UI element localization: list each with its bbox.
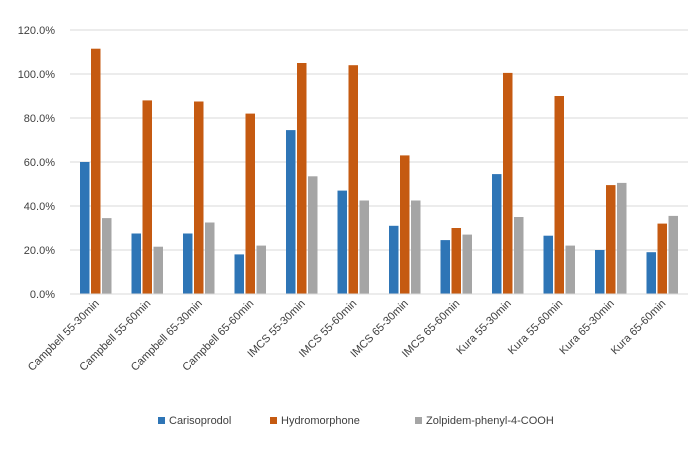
bar-carisoprodol bbox=[337, 190, 347, 294]
bar-zolpidem-phenyl-4-cooh bbox=[256, 245, 266, 294]
bar-hydromorphone bbox=[657, 223, 667, 294]
bar-zolpidem-phenyl-4-cooh bbox=[514, 217, 524, 294]
legend-swatch bbox=[158, 417, 165, 424]
x-tick-label: Kura 65-60min bbox=[609, 298, 669, 358]
y-tick-label: 120.0% bbox=[18, 25, 56, 37]
bar-hydromorphone bbox=[554, 96, 564, 294]
bar-zolpidem-phenyl-4-cooh bbox=[565, 245, 575, 294]
legend-label: Carisoprodol bbox=[169, 415, 231, 427]
legend-label: Zolpidem-phenyl-4-COOH bbox=[426, 415, 554, 427]
legend-label: Hydromorphone bbox=[281, 415, 360, 427]
bar-hydromorphone bbox=[348, 65, 358, 294]
bar-carisoprodol bbox=[646, 252, 656, 294]
bar-hydromorphone bbox=[245, 113, 255, 294]
bar-carisoprodol bbox=[543, 235, 553, 294]
bar-carisoprodol bbox=[183, 233, 193, 294]
bar-hydromorphone bbox=[91, 48, 101, 295]
y-tick-label: 60.0% bbox=[24, 157, 55, 169]
bar-zolpidem-phenyl-4-cooh bbox=[359, 200, 369, 294]
y-tick-label: 40.0% bbox=[24, 201, 55, 213]
bars bbox=[80, 48, 678, 295]
bar-zolpidem-phenyl-4-cooh bbox=[617, 182, 627, 294]
bar-zolpidem-phenyl-4-cooh bbox=[205, 222, 215, 294]
bar-carisoprodol bbox=[389, 225, 399, 294]
bar-carisoprodol bbox=[440, 240, 450, 294]
bar-carisoprodol bbox=[234, 254, 244, 294]
bar-hydromorphone bbox=[451, 228, 461, 294]
bar-zolpidem-phenyl-4-cooh bbox=[411, 200, 421, 294]
bar-hydromorphone bbox=[142, 100, 152, 295]
gridlines bbox=[70, 29, 688, 251]
y-axis-ticks: 0.0% 20.0% 40.0% 60.0% 80.0% 100.0% 120.0% bbox=[18, 25, 56, 301]
bar-hydromorphone bbox=[400, 155, 410, 294]
legend-swatch bbox=[270, 417, 277, 424]
y-tick-label: 80.0% bbox=[24, 113, 55, 125]
bar-zolpidem-phenyl-4-cooh bbox=[308, 176, 318, 294]
bar-carisoprodol bbox=[286, 130, 296, 294]
bar-zolpidem-phenyl-4-cooh bbox=[668, 215, 678, 294]
bar-hydromorphone bbox=[297, 63, 307, 294]
bar-hydromorphone bbox=[606, 185, 616, 294]
legend-swatch bbox=[415, 417, 422, 424]
bar-hydromorphone bbox=[503, 72, 513, 295]
y-tick-label: 20.0% bbox=[24, 245, 55, 257]
legend: Carisoprodol Hydromorphone Zolpidem-phenyl… bbox=[158, 415, 554, 427]
bar-zolpidem-phenyl-4-cooh bbox=[153, 246, 163, 294]
bar-zolpidem-phenyl-4-cooh bbox=[102, 218, 112, 294]
bar-carisoprodol bbox=[595, 250, 605, 294]
bar-hydromorphone bbox=[194, 101, 204, 294]
bar-carisoprodol bbox=[492, 174, 502, 294]
bar-carisoprodol bbox=[80, 162, 90, 294]
y-tick-label: 100.0% bbox=[18, 69, 56, 81]
y-tick-label: 0.0% bbox=[30, 289, 55, 301]
bar-carisoprodol bbox=[131, 233, 141, 294]
bar-zolpidem-phenyl-4-cooh bbox=[462, 234, 472, 294]
